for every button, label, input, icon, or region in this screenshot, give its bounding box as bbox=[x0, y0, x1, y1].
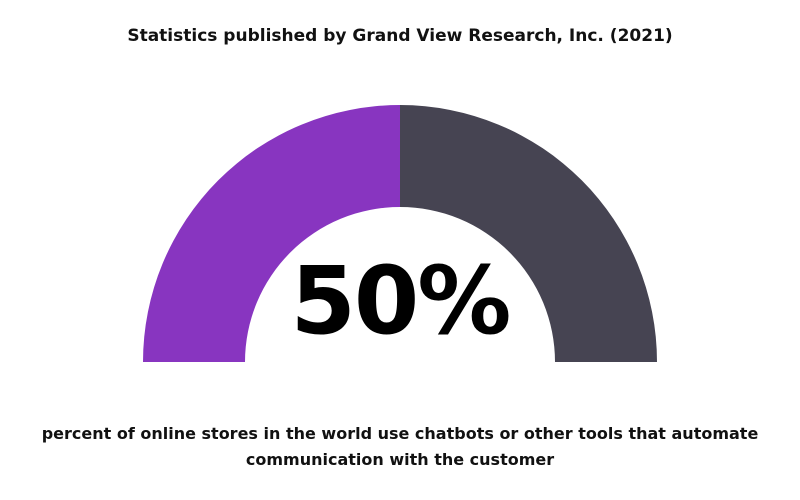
chart-caption: percent of online stores in the world us… bbox=[41, 424, 759, 469]
gauge-slice-2 bbox=[400, 105, 657, 362]
chart-title: Statistics published by Grand View Resea… bbox=[127, 26, 673, 46]
gauge-slice-1 bbox=[143, 105, 400, 362]
gauge-arcs bbox=[143, 105, 657, 362]
percentage-value: 50% bbox=[290, 247, 512, 356]
